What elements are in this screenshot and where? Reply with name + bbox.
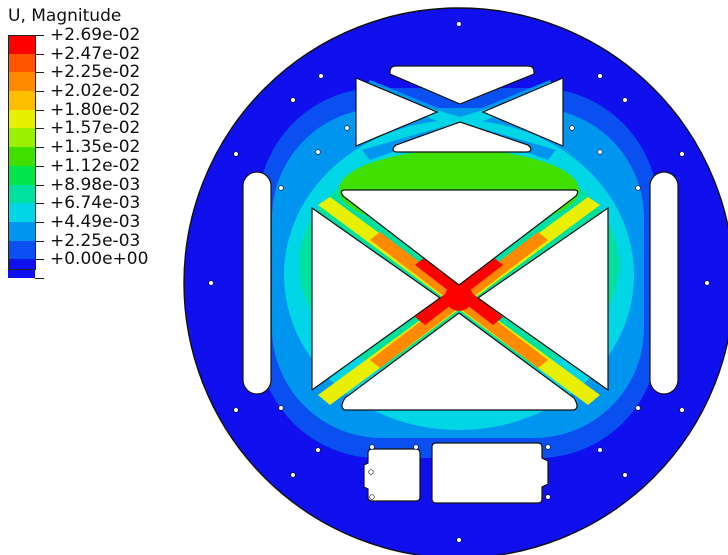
cutout-second-bar (392, 121, 532, 153)
cutout-main-right (476, 206, 609, 392)
legend-tick (35, 53, 44, 55)
mounting-hole (278, 405, 284, 411)
legend-swatch (8, 184, 35, 204)
plate-cutouts (242, 65, 679, 504)
legend-tick (35, 184, 44, 186)
legend-tick (35, 259, 44, 261)
cross-bracing (318, 197, 600, 405)
mounting-hole (635, 405, 641, 411)
legend-label: +1.35e-02 (50, 137, 141, 158)
legend-tick (35, 109, 44, 111)
mounting-hole (456, 21, 462, 27)
legend-tick (35, 240, 44, 242)
cutout-main-bottom (341, 312, 578, 411)
mounting-hole (635, 185, 641, 191)
mounting-hole (208, 280, 214, 286)
mounting-hole (545, 494, 551, 500)
legend-swatch (8, 147, 35, 166)
mounting-hole (597, 73, 603, 79)
mounting-hole (318, 73, 324, 79)
legend-tick (35, 278, 44, 280)
legend-tick (35, 147, 44, 149)
legend-label: +2.25e-02 (50, 62, 141, 83)
mounting-hole (315, 149, 321, 155)
legend-swatch (8, 240, 35, 260)
legend-label: +0.00e+00 (50, 249, 149, 270)
legend-swatch (8, 72, 35, 92)
mounting-hole (290, 472, 296, 478)
legend-swatch (8, 165, 35, 185)
mounting-hole (315, 447, 321, 453)
mounting-hole (622, 97, 628, 103)
mounting-hole (679, 151, 685, 157)
legend-swatch (8, 203, 35, 222)
legend-swatch (8, 259, 35, 278)
mounting-hole (278, 185, 284, 191)
legend-label: +8.98e-03 (50, 174, 141, 195)
mounting-holes (208, 21, 710, 543)
mounting-hole (344, 125, 350, 131)
legend-swatch (8, 35, 35, 54)
legend-swatch (8, 53, 35, 73)
cutout-top-left-triangle (355, 77, 439, 147)
slot-right (649, 171, 679, 395)
legend-tick (35, 128, 44, 130)
mounting-hole (233, 151, 239, 157)
mounting-hole (679, 407, 685, 413)
mounting-hole (569, 125, 575, 131)
legend-label: +2.02e-02 (50, 81, 141, 102)
cutout-bottom-right-box (431, 442, 549, 504)
legend-label: +6.74e-03 (50, 193, 141, 214)
legend-tick (35, 91, 44, 93)
legend-label: +2.25e-03 (50, 230, 141, 251)
legend-label: +1.57e-02 (50, 118, 141, 139)
legend-title: U, Magnitude (8, 6, 122, 26)
mounting-hole (545, 444, 551, 450)
legend-tick (35, 221, 44, 223)
legend-tick (35, 35, 44, 36)
legend-tick (35, 165, 44, 167)
mounting-hole (597, 447, 603, 453)
mounting-hole (622, 472, 628, 478)
mounting-hole (704, 280, 710, 286)
mounting-hole (233, 407, 239, 413)
legend-swatch (8, 221, 35, 241)
mounting-hole (597, 149, 603, 155)
plate-outline (183, 7, 728, 555)
mounting-hole (368, 469, 374, 475)
legend-label: +2.47e-02 (50, 43, 141, 64)
legend-label: +1.80e-02 (50, 99, 141, 120)
legend-tick (35, 72, 44, 74)
legend-label: +1.12e-02 (50, 155, 141, 176)
mounting-hole (369, 444, 375, 450)
legend-tick (35, 203, 44, 205)
cutout-top-right-triangle (481, 77, 564, 147)
mounting-hole (413, 444, 419, 450)
legend-label: +2.69e-02 (50, 25, 141, 45)
brace-center-hub (445, 283, 473, 311)
legend-swatch (8, 128, 35, 148)
legend-label: +4.49e-03 (50, 211, 141, 232)
cutout-main-left (311, 206, 442, 392)
legend-swatch (8, 109, 35, 129)
mounting-hole (369, 494, 375, 500)
cutout-bottom-left-box (363, 448, 421, 502)
slot-left (242, 171, 272, 395)
cutout-main-top (340, 189, 579, 286)
mounting-hole (290, 97, 296, 103)
cutout-top-bar (389, 65, 535, 105)
legend-swatch (8, 91, 35, 110)
mounting-hole (456, 537, 462, 543)
